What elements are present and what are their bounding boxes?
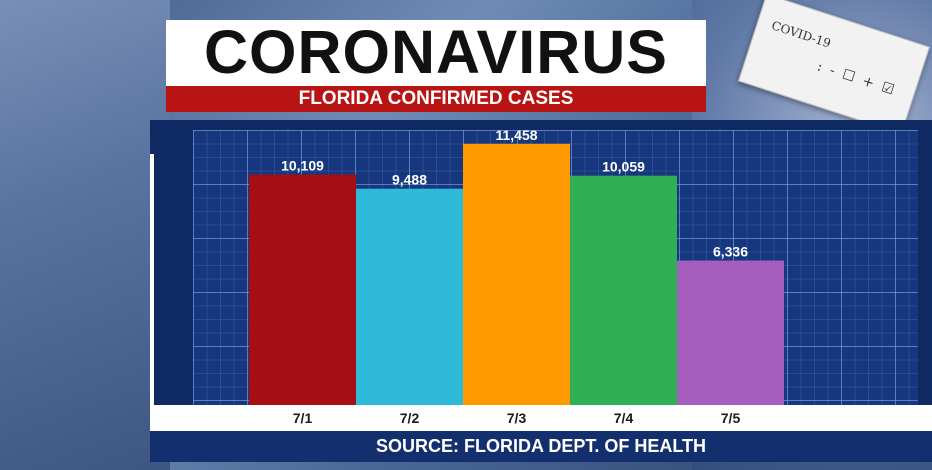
bar-value-label: 10,109	[281, 158, 324, 174]
source-text: SOURCE: FLORIDA DEPT. OF HEALTH	[376, 436, 706, 456]
bar-7-1	[249, 174, 356, 405]
x-tick-label: 7/5	[721, 410, 741, 426]
x-tick-label: 7/2	[400, 410, 420, 426]
bar-value-label: 11,458	[495, 127, 537, 143]
bar-7-3	[463, 143, 570, 405]
source-bar	[150, 431, 932, 462]
x-tick-label: 7/3	[507, 410, 527, 426]
bar-value-label: 9,488	[392, 172, 427, 188]
bar-7-5	[677, 260, 784, 405]
x-tick-label: 7/1	[293, 410, 313, 426]
bar-value-label: 10,059	[602, 159, 645, 175]
subtitle-bar	[166, 86, 706, 112]
bar-value-label: 6,336	[713, 244, 748, 260]
left-accent-strip	[150, 154, 154, 409]
chart-subtitle: FLORIDA CONFIRMED CASES	[298, 88, 574, 109]
x-axis-strip	[150, 405, 932, 431]
bar-7-4	[570, 175, 677, 405]
title-box	[166, 20, 706, 86]
bar-7-2	[356, 188, 463, 405]
background-left	[0, 0, 170, 470]
x-tick-label: 7/4	[614, 410, 634, 426]
page-title: CORONAVIRUS	[203, 18, 668, 86]
